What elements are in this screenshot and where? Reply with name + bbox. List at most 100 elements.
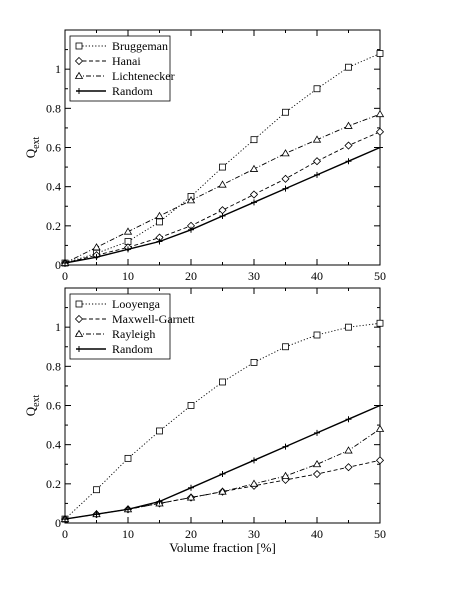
legend-item: Bruggeman	[75, 39, 168, 53]
data-point	[187, 402, 195, 409]
data-point	[344, 446, 353, 454]
y-tick-label: 0	[55, 258, 61, 272]
legend-box	[69, 293, 171, 360]
data-point	[375, 424, 385, 432]
y-tick-label: 0.2	[46, 219, 61, 233]
data-point	[375, 127, 385, 136]
legend-marker	[74, 329, 84, 337]
data-point	[251, 199, 257, 206]
data-point	[188, 226, 194, 233]
data-point	[376, 50, 384, 57]
series-line	[64, 53, 381, 264]
data-point	[156, 427, 163, 435]
series-random	[62, 402, 383, 523]
data-point	[123, 227, 133, 235]
y-axis-label-main: Q	[23, 406, 38, 416]
x-tick-label: 30	[248, 527, 260, 541]
y-tick-label: 0	[55, 516, 61, 530]
data-point	[93, 254, 100, 261]
legend-item: Maxwell-Garnett	[74, 312, 195, 326]
x-tick-label: 0	[62, 269, 68, 283]
y-tick-label: 0.8	[46, 359, 61, 373]
data-point	[281, 149, 290, 157]
legend-item: Rayleigh	[74, 327, 155, 341]
data-point	[219, 378, 226, 386]
data-point	[345, 323, 352, 331]
legend-item: Hanai	[74, 54, 141, 68]
x-axis-label: Volume fraction [%]	[169, 540, 276, 555]
data-point	[375, 109, 385, 118]
x-tick-label: 10	[122, 269, 134, 283]
series-line	[64, 113, 381, 264]
legend-item: Random	[76, 342, 153, 356]
x-tick-label: 30	[248, 269, 260, 283]
data-point	[218, 206, 227, 215]
data-point	[62, 516, 68, 523]
data-point	[62, 260, 68, 267]
data-point	[218, 487, 227, 495]
legend-label: Hanai	[112, 54, 141, 68]
y-tick-label: 0.4	[46, 438, 61, 452]
y-tick-label: 0.8	[46, 101, 61, 115]
y-axis-label-main: Q	[23, 148, 38, 158]
data-point	[344, 121, 353, 129]
data-point	[377, 144, 383, 151]
legend-marker	[76, 346, 82, 352]
data-point	[313, 331, 321, 339]
x-tick-label: 40	[311, 269, 323, 283]
x-tick-label: 40	[311, 527, 323, 541]
x-tick-label: 10	[122, 527, 134, 541]
data-point	[250, 359, 258, 366]
data-point	[92, 243, 101, 251]
legend-marker	[76, 88, 82, 94]
y-tick-label: 1	[55, 320, 61, 334]
data-point	[186, 196, 196, 204]
data-point	[345, 63, 352, 71]
data-point	[375, 456, 385, 465]
bottom-panel: 0 10 20 30 40 50 0 0.2 0.4 0.6 0.8 1 Qext Volume frac…	[23, 287, 386, 555]
data-point	[345, 416, 352, 423]
y-tick-label: 0.6	[46, 141, 61, 155]
legend-label: Looyenga	[112, 297, 161, 311]
legend-label: Random	[112, 84, 153, 98]
data-point	[282, 443, 289, 450]
y-tick-label: 0.6	[46, 399, 61, 413]
legend-item: Looyenga	[75, 297, 161, 311]
y-tick-label: 0.4	[46, 180, 61, 194]
series-lichtenecker	[60, 109, 385, 266]
legend-label: Random	[112, 342, 153, 356]
data-point	[282, 108, 289, 116]
data-point	[344, 141, 353, 150]
data-point	[377, 402, 383, 409]
x-tick-label: 0	[62, 527, 68, 541]
y-tick-label: 1	[55, 62, 61, 76]
data-point	[376, 319, 384, 327]
series-hanai	[60, 127, 385, 268]
x-tick-label: 50	[374, 527, 386, 541]
x-tick-label: 20	[185, 527, 197, 541]
y-axis-label-sub: ext	[31, 136, 42, 148]
legend-label: Maxwell-Garnett	[112, 312, 195, 326]
data-point	[345, 158, 352, 165]
x-tick-label: 50	[374, 269, 386, 283]
legend-marker	[75, 300, 83, 308]
data-point	[314, 171, 320, 178]
y-axis-label: Qext	[23, 394, 42, 416]
data-point	[219, 471, 226, 478]
data-point	[282, 343, 289, 351]
legend-item: Lichtenecker	[74, 69, 175, 83]
legend-label: Bruggeman	[112, 39, 168, 53]
data-point	[249, 164, 259, 172]
data-point	[93, 511, 100, 518]
legend-label: Lichtenecker	[112, 69, 175, 83]
data-point	[312, 469, 322, 479]
data-point	[281, 174, 290, 183]
data-point	[314, 429, 320, 436]
data-point	[125, 506, 131, 513]
legend-item: Random	[76, 84, 153, 98]
series-line	[64, 131, 381, 264]
data-point	[249, 190, 259, 199]
data-point	[188, 484, 194, 491]
legend-marker	[74, 71, 84, 79]
